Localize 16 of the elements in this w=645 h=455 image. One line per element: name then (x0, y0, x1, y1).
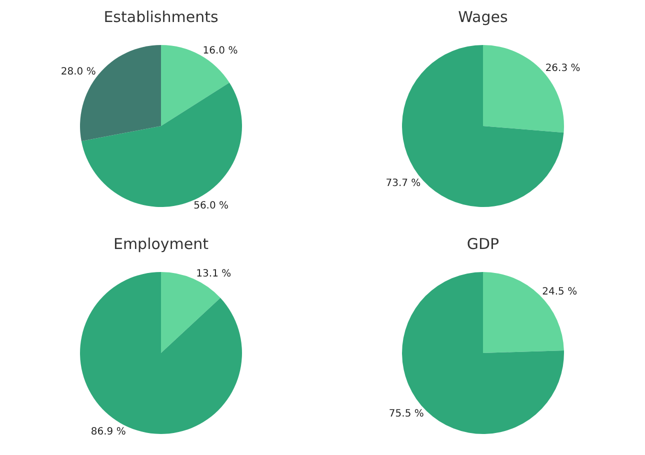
chart-title: GDP (466, 234, 500, 253)
chart-title: Establishments (104, 8, 218, 26)
data-label: 16.0 % (202, 45, 238, 56)
chart-title: Wages (458, 8, 508, 26)
data-label: 24.5 % (542, 286, 578, 298)
data-label: 86.9 % (90, 426, 126, 438)
data-label: 26.3 % (545, 63, 580, 74)
pie-slice (161, 45, 230, 126)
pie-slice (483, 272, 564, 353)
pie-slice (81, 82, 242, 207)
data-label: 73.7 % (386, 178, 421, 189)
data-label: 13.1 % (196, 268, 232, 280)
data-label: 75.5 % (388, 408, 424, 420)
data-label: 28.0 % (60, 66, 96, 78)
data-label: 56.0 % (194, 200, 229, 212)
chart-title: Employment (113, 234, 209, 253)
